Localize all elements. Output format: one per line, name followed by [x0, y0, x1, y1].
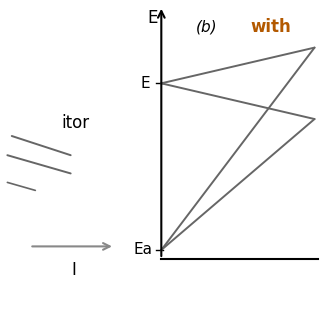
- Text: E⁣: E⁣: [141, 76, 150, 91]
- Text: itor: itor: [62, 114, 90, 132]
- Text: (b): (b): [196, 19, 218, 34]
- Text: with: with: [250, 18, 291, 36]
- Text: I: I: [71, 261, 76, 279]
- Text: Ea: Ea: [133, 243, 152, 258]
- Text: E: E: [147, 9, 157, 27]
